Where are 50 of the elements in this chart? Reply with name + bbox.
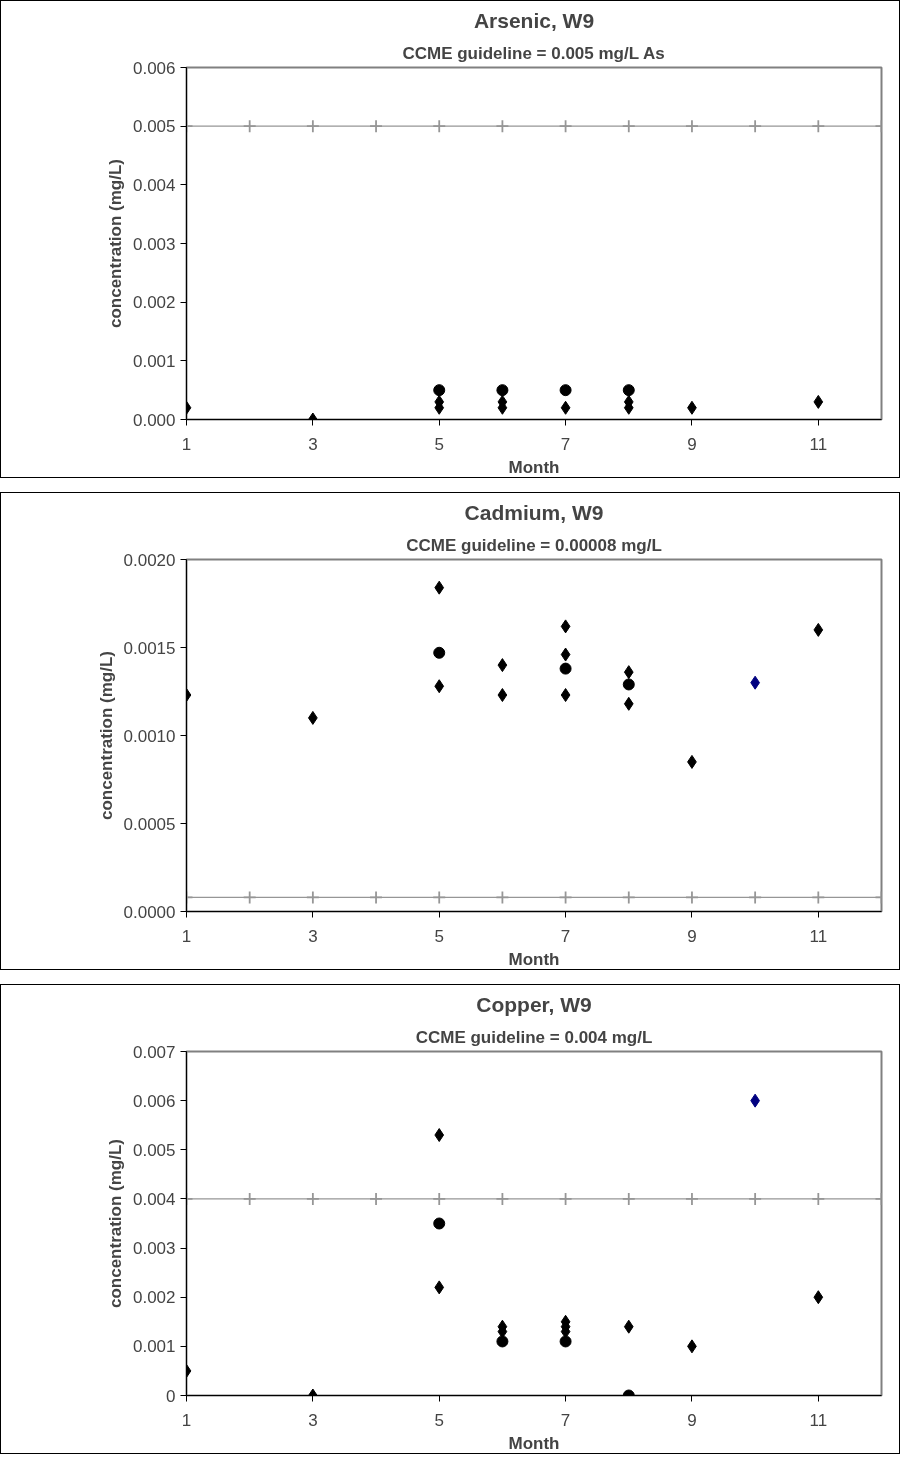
y-tick-label: 0.0005 [123,814,176,834]
y-tick-label: 0.0000 [123,902,176,922]
x-tick-label: 5 [434,926,444,946]
x-tick-label: 11 [809,926,828,946]
y-tick-label: 0.0015 [123,638,176,658]
y-tick-label: 0.000 [132,410,176,430]
x-tick-label: 9 [687,434,697,454]
y-tick-label: 0.005 [132,117,176,137]
x-tick-label: 5 [434,434,444,454]
x-tick-label: 7 [560,434,571,454]
x-tick-label: 9 [687,1410,697,1430]
y-tick-label: 0.0020 [123,550,176,570]
x-tick-label: 1 [181,1410,192,1430]
x-tick-label: 11 [809,1410,828,1430]
y-axis-title: concentration (mg/L) [105,158,125,329]
x-tick-label: 9 [687,926,697,946]
x-tick-label: 3 [308,1410,318,1430]
x-tick-label: 1 [181,434,192,454]
x-tick-label: 5 [434,1410,444,1430]
y-tick-label: 0.002 [132,293,176,313]
chart-subtitle: CCME guideline = 0.00008 mg/L [406,535,662,555]
chart-subtitle: CCME guideline = 0.004 mg/L [415,1027,653,1047]
y-tick-label: 0.002 [132,1288,176,1308]
y-tick-label: 0.006 [132,1091,176,1111]
chart-title: Copper, W9 [476,992,592,1016]
x-axis-title: Month [508,949,560,969]
y-tick-label: 0.003 [132,234,176,254]
y-tick-label: 0.004 [132,1189,176,1209]
y-tick-label: 0.004 [132,175,176,195]
chart-title: Cadmium, W9 [464,500,604,524]
y-tick-label: 0.0010 [123,726,176,746]
y-tick-label: 0.007 [132,1042,176,1062]
x-tick-label: 1 [181,926,192,946]
y-axis-title: concentration (mg/L) [96,650,116,821]
chart-subtitle: CCME guideline = 0.005 mg/L As [402,43,665,63]
y-tick-label: 0.006 [132,58,176,78]
y-tick-label: 0 [166,1386,176,1406]
y-tick-label: 0.005 [132,1140,176,1160]
x-tick-label: 7 [560,1410,571,1430]
x-tick-label: 3 [308,926,318,946]
y-tick-label: 0.001 [132,351,176,371]
y-tick-label: 0.001 [132,1337,176,1357]
x-tick-label: 11 [809,434,828,454]
x-tick-label: 3 [308,434,318,454]
y-tick-label: 0.003 [132,1239,176,1259]
chart-title: Arsenic, W9 [473,8,595,32]
x-axis-title: Month [508,1433,560,1453]
x-axis-title: Month [508,457,560,477]
y-axis-title: concentration (mg/L) [105,1138,125,1309]
x-tick-label: 7 [560,926,571,946]
